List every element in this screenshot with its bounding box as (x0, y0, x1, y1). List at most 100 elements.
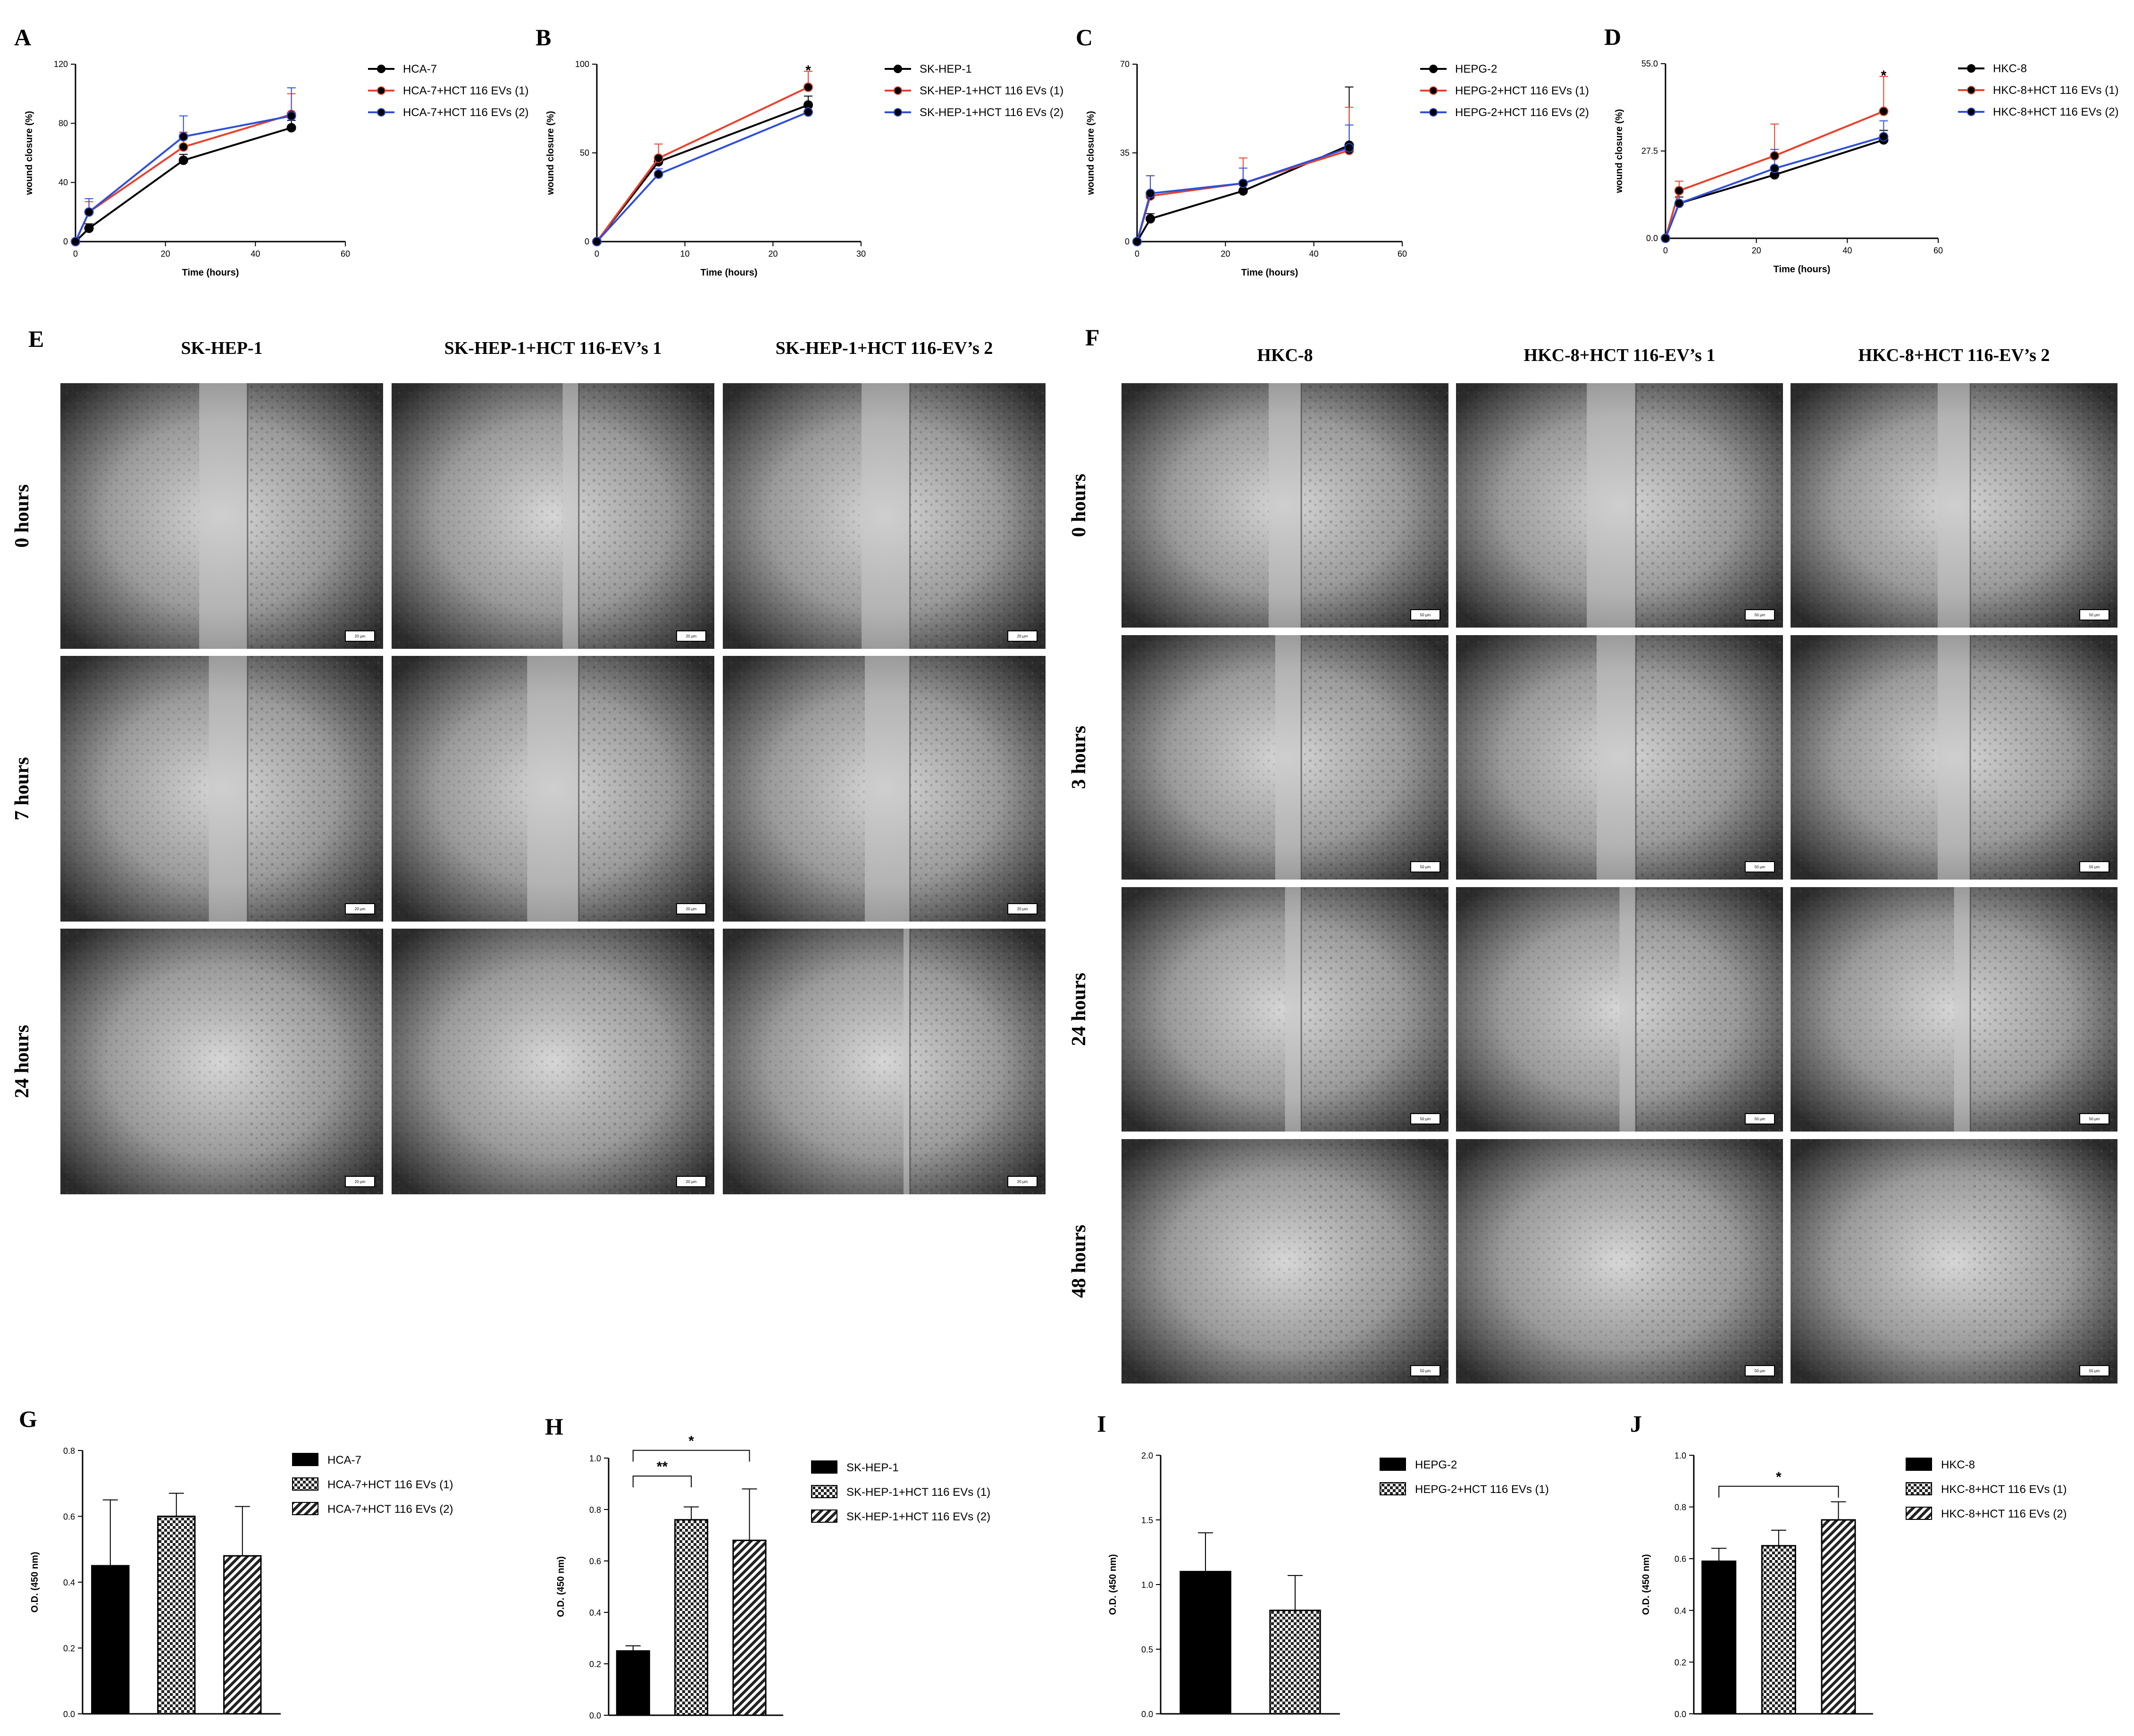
cell-layer-left (1121, 383, 1269, 628)
scale-bar-label: 50 µm (1755, 1369, 1766, 1373)
data-point (1146, 188, 1155, 198)
y-tick-label: 27.5 (1641, 146, 1658, 156)
cell-layer-left (1791, 635, 1938, 880)
legend-swatch (292, 1453, 318, 1466)
data-point (1674, 186, 1684, 196)
scale-bar-box (2079, 1365, 2109, 1376)
line-chart-D: D 0 20 40 60 0.0 27.5 55.0 Time (hours) wound clo… (1604, 24, 2119, 275)
cell-layer-left (1791, 383, 1938, 628)
x-tick-label: 60 (341, 249, 350, 259)
cell-layer-left (60, 383, 200, 649)
cell-layer-right (910, 383, 1046, 649)
y-tick-label: 0.8 (63, 1446, 75, 1456)
line-chart-A: A 0 20 40 60 0 40 80 120 Time (hours) wound closur… (14, 24, 529, 278)
panel-letter: C (1076, 24, 1093, 50)
significance-marker: ** (657, 1459, 668, 1475)
cell-layer-left (1456, 1139, 1636, 1384)
data-point (1879, 106, 1889, 116)
wound-gap (562, 383, 579, 649)
x-tick-label: 10 (680, 249, 690, 259)
cell-layer-right (1636, 383, 1783, 628)
x-tick-label: 40 (1309, 249, 1319, 259)
micrograph-image: 20 µm (60, 656, 383, 922)
y-tick-label: 0.4 (63, 1578, 75, 1587)
legend-label: HEPG-2+HCT 116 EVs (1) (1415, 1483, 1549, 1496)
legend-label: SK-HEP-1 (920, 63, 972, 75)
column-header: HKC-8+HCT 116-EV’s 1 (1524, 345, 1716, 365)
x-tick-label: 0 (1135, 249, 1139, 259)
bar (157, 1516, 196, 1715)
wound-gap (862, 383, 910, 649)
micrograph-image: 50 µm (1791, 887, 2117, 1132)
wound-gap (209, 656, 248, 922)
legend-swatch (811, 1460, 837, 1474)
cell-layer-right (1970, 887, 2117, 1132)
series-line-2 (1136, 147, 1350, 242)
data-point (84, 223, 94, 233)
wound-gap (864, 656, 910, 922)
data-point (1344, 143, 1354, 153)
y-tick-label: 1.0 (589, 1454, 601, 1463)
significance-bracket (632, 1450, 750, 1462)
cell-layer-right (1301, 887, 1448, 1132)
cell-layer-right (247, 383, 383, 649)
legend-marker (377, 65, 385, 73)
y-tick-label: 0.6 (589, 1557, 601, 1566)
data-point (1770, 164, 1780, 173)
x-axis-label: Time (hours) (701, 268, 758, 278)
bar (1269, 1610, 1321, 1715)
legend-marker (1967, 86, 1975, 94)
cell-layer-right (578, 656, 714, 922)
x-axis-label: Time (hours) (1774, 264, 1831, 275)
bar (1701, 1560, 1737, 1715)
wound-gap (1937, 635, 1971, 880)
micrograph-image: 20 µm (723, 656, 1046, 922)
cell-layer-left (723, 929, 904, 1194)
data-point (178, 132, 188, 142)
x-tick-label: 40 (1842, 246, 1852, 255)
wound-gap (1587, 383, 1636, 628)
wound-gap (1285, 887, 1302, 1132)
row-header: 3 hours (1068, 726, 1090, 789)
scale-bar-label: 50 µm (1755, 613, 1766, 617)
micrograph-image: 20 µm (60, 929, 383, 1194)
cell-layer-right (910, 929, 1046, 1194)
bar (732, 1539, 767, 1716)
data-point (71, 237, 80, 246)
legend-marker (1429, 108, 1438, 117)
cell-layer-left (1456, 887, 1620, 1132)
micrograph-image: 50 µm (1791, 635, 2117, 880)
wound-gap (1937, 383, 1971, 628)
line-chart-B: B 0 10 20 30 0 50 100 Time (hours) wound closure … (536, 24, 1063, 278)
significance-marker: * (1776, 1469, 1782, 1485)
data-point (653, 153, 663, 163)
cell-layer-right (247, 656, 383, 922)
scale-bar-label: 20 µm (355, 634, 366, 638)
column-header: SK-HEP-1+HCT 116-EV’s 2 (776, 338, 993, 358)
x-tick-label: 20 (161, 249, 170, 259)
legend-label: HCA-7+HCT 116 EVs (1) (403, 84, 529, 97)
data-point (178, 155, 188, 165)
panel-letter: B (536, 24, 551, 50)
legend-marker (1429, 86, 1438, 95)
legend-label: HEPG-2+HCT 116 EVs (1) (1455, 84, 1589, 97)
scale-bar-box (345, 630, 375, 642)
scale-bar-box (1410, 1113, 1440, 1124)
y-tick-label: 55.0 (1641, 59, 1658, 68)
x-tick-label: 20 (768, 249, 778, 259)
cell-layer-left (392, 383, 563, 649)
data-point (178, 142, 188, 152)
bar (223, 1555, 262, 1715)
y-tick-label: 80 (59, 118, 68, 128)
wound-gap (904, 929, 910, 1194)
legend-label: HKC-8+HCT 116 EVs (1) (1993, 84, 2119, 97)
cell-layer-right (1636, 1139, 1783, 1384)
legend-label: HCA-7+HCT 116 EVs (1) (327, 1478, 453, 1491)
micrograph-image: 20 µm (60, 383, 383, 649)
column-header: HKC-8+HCT 116-EV’s 2 (1858, 345, 2050, 365)
panel-letter: H (545, 1413, 563, 1440)
bar (674, 1519, 709, 1716)
scale-bar-label: 20 µm (1017, 634, 1028, 638)
y-tick-label: 0.5 (1141, 1645, 1153, 1654)
y-tick-label: 70 (1120, 59, 1130, 69)
